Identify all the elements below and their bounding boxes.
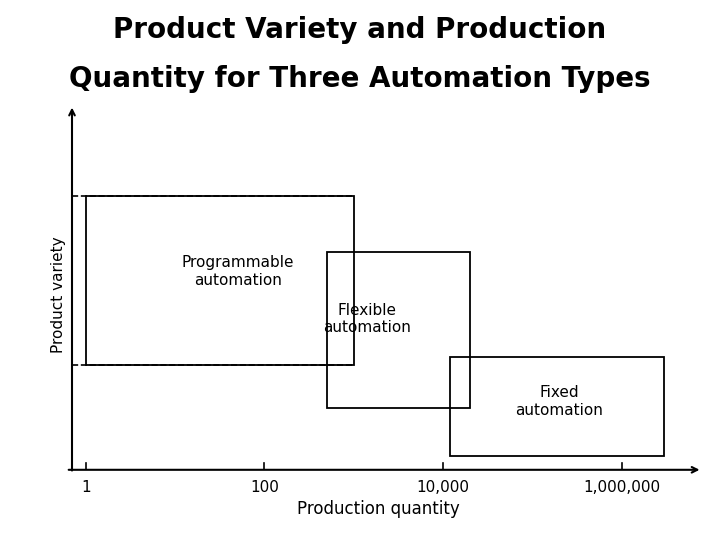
- X-axis label: Production quantity: Production quantity: [297, 500, 459, 518]
- Text: Fixed
automation: Fixed automation: [515, 385, 603, 417]
- Y-axis label: Product variety: Product variety: [51, 236, 66, 353]
- Bar: [327, 252, 470, 408]
- Bar: [86, 196, 354, 364]
- Text: Programmable
automation: Programmable automation: [181, 255, 294, 288]
- Text: Product Variety and Production: Product Variety and Production: [114, 16, 606, 44]
- Bar: [450, 357, 664, 456]
- Text: Flexible
automation: Flexible automation: [323, 302, 411, 335]
- Text: Quantity for Three Automation Types: Quantity for Three Automation Types: [69, 65, 651, 93]
